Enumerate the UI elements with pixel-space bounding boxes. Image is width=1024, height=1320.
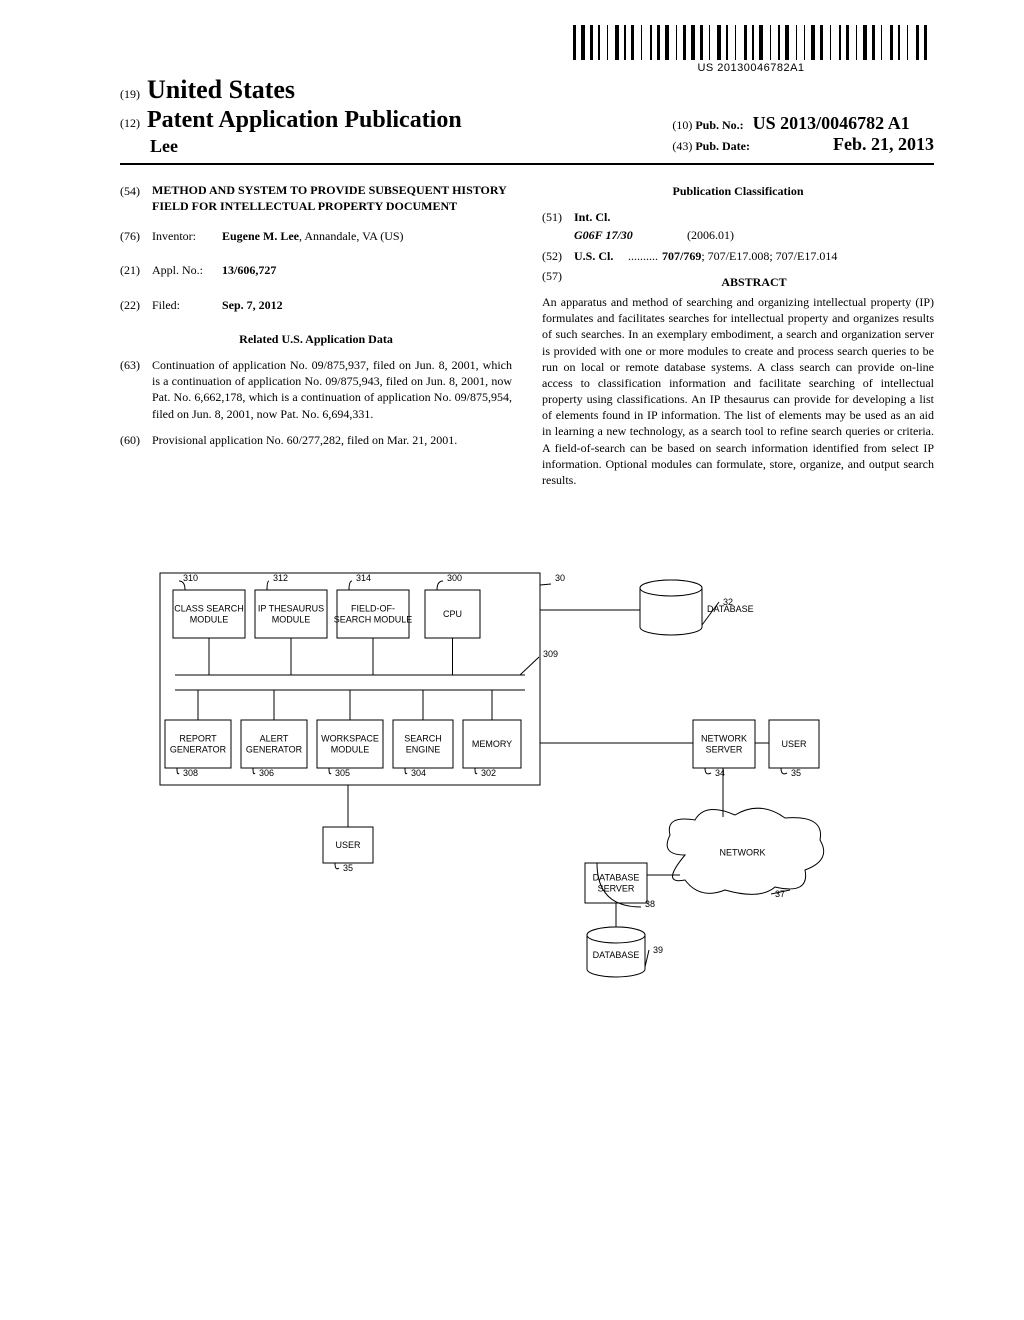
uscl-value-bold: 707/769 — [662, 249, 701, 263]
pubdate-value: Feb. 21, 2013 — [833, 134, 934, 154]
abstract-num: (57) — [542, 268, 574, 294]
svg-text:304: 304 — [411, 768, 426, 778]
country-num: (19) — [120, 87, 140, 101]
pubdate-num: (43) — [672, 139, 692, 153]
svg-text:34: 34 — [715, 768, 725, 778]
intcl-num: (51) — [542, 209, 574, 225]
svg-text:305: 305 — [335, 768, 350, 778]
svg-text:CLASS SEARCH: CLASS SEARCH — [174, 604, 244, 614]
pubno-num: (10) — [672, 118, 692, 132]
svg-text:37: 37 — [775, 889, 785, 899]
uscl-label: U.S. Cl. — [574, 248, 624, 264]
uscl-value-rest: ; 707/E17.008; 707/E17.014 — [701, 249, 837, 263]
svg-text:ENGINE: ENGINE — [406, 745, 441, 755]
svg-text:FIELD-OF-: FIELD-OF- — [351, 604, 395, 614]
inventor-location: , Annandale, VA (US) — [299, 229, 404, 243]
appl-num-label: (21) — [120, 262, 152, 278]
barcode-text: US 20130046782A1 — [573, 62, 929, 74]
invention-title: METHOD AND SYSTEM TO PROVIDE SUBSEQUENT … — [152, 183, 512, 214]
classification-header: Publication Classification — [542, 183, 934, 199]
intcl-date: (2006.01) — [687, 227, 734, 243]
svg-text:DATABASE: DATABASE — [593, 950, 640, 960]
svg-text:SERVER: SERVER — [706, 745, 743, 755]
svg-text:35: 35 — [343, 863, 353, 873]
uscl-num: (52) — [542, 248, 574, 264]
svg-text:MODULE: MODULE — [331, 745, 370, 755]
svg-text:MEMORY: MEMORY — [472, 739, 512, 749]
right-column: Publication Classification (51) Int. Cl.… — [542, 183, 934, 488]
svg-text:32: 32 — [723, 597, 733, 607]
svg-text:30: 30 — [555, 573, 565, 583]
svg-text:312: 312 — [273, 573, 288, 583]
title-num: (54) — [120, 183, 152, 214]
pubdate-label: Pub. Date: — [695, 139, 750, 153]
barcode-area: US 20130046782A1 — [573, 25, 929, 74]
svg-text:GENERATOR: GENERATOR — [246, 745, 303, 755]
pubno-label: Pub. No.: — [695, 118, 743, 132]
svg-text:WORKSPACE: WORKSPACE — [321, 734, 379, 744]
appl-label: Appl. No.: — [152, 262, 222, 278]
svg-text:35: 35 — [791, 768, 801, 778]
svg-text:SEARCH: SEARCH — [404, 734, 442, 744]
appl-value: 13/606,727 — [222, 262, 276, 278]
svg-text:308: 308 — [183, 768, 198, 778]
continuation-text: Continuation of application No. 09/875,9… — [152, 357, 512, 422]
pubno-value: US 2013/0046782 A1 — [753, 113, 910, 133]
svg-text:IP THESAURUS: IP THESAURUS — [258, 604, 324, 614]
uscl-dots: .......... — [628, 248, 658, 264]
continuation-num: (63) — [120, 357, 152, 422]
country-name: United States — [147, 75, 295, 104]
svg-text:CPU: CPU — [443, 609, 462, 619]
svg-text:SEARCH MODULE: SEARCH MODULE — [334, 615, 413, 625]
svg-text:GENERATOR: GENERATOR — [170, 745, 227, 755]
abstract-header: ABSTRACT — [574, 274, 934, 290]
svg-text:39: 39 — [653, 945, 663, 955]
svg-text:USER: USER — [781, 739, 807, 749]
svg-text:306: 306 — [259, 768, 274, 778]
biblio-columns: (54) METHOD AND SYSTEM TO PROVIDE SUBSEQ… — [120, 183, 934, 488]
barcode — [573, 25, 929, 60]
intcl-code: G06F 17/30 — [574, 227, 684, 243]
svg-text:314: 314 — [356, 573, 371, 583]
svg-text:MODULE: MODULE — [272, 615, 311, 625]
svg-text:302: 302 — [481, 768, 496, 778]
svg-text:NETWORK: NETWORK — [701, 734, 747, 744]
inventor-num: (76) — [120, 228, 152, 244]
inventor-header: Lee — [150, 136, 672, 157]
svg-text:REPORT: REPORT — [179, 734, 217, 744]
provisional-text: Provisional application No. 60/277,282, … — [152, 432, 457, 448]
pub-type: Patent Application Publication — [147, 107, 462, 133]
svg-text:MODULE: MODULE — [190, 615, 229, 625]
svg-text:ALERT: ALERT — [260, 734, 289, 744]
related-header: Related U.S. Application Data — [120, 331, 512, 347]
svg-text:USER: USER — [335, 840, 361, 850]
svg-text:309: 309 — [543, 649, 558, 659]
system-diagram: 30309CLASS SEARCHMODULE310IP THESAURUSMO… — [125, 565, 865, 1025]
svg-text:310: 310 — [183, 573, 198, 583]
inventor-label: Inventor: — [152, 228, 222, 244]
svg-text:SERVER: SERVER — [598, 884, 635, 894]
filed-value: Sep. 7, 2012 — [222, 297, 283, 313]
filed-label: Filed: — [152, 297, 222, 313]
left-column: (54) METHOD AND SYSTEM TO PROVIDE SUBSEQ… — [120, 183, 512, 488]
pub-type-num: (12) — [120, 116, 140, 130]
svg-text:300: 300 — [447, 573, 462, 583]
filed-num: (22) — [120, 297, 152, 313]
intcl-label: Int. Cl. — [574, 209, 624, 225]
inventor-name: Eugene M. Lee — [222, 229, 299, 243]
svg-text:38: 38 — [645, 899, 655, 909]
svg-text:NETWORK: NETWORK — [720, 848, 766, 858]
provisional-num: (60) — [120, 432, 152, 448]
header-divider — [120, 163, 934, 165]
document-header: (19) United States (12) Patent Applicati… — [120, 75, 934, 157]
abstract-text: An apparatus and method of searching and… — [542, 294, 934, 488]
